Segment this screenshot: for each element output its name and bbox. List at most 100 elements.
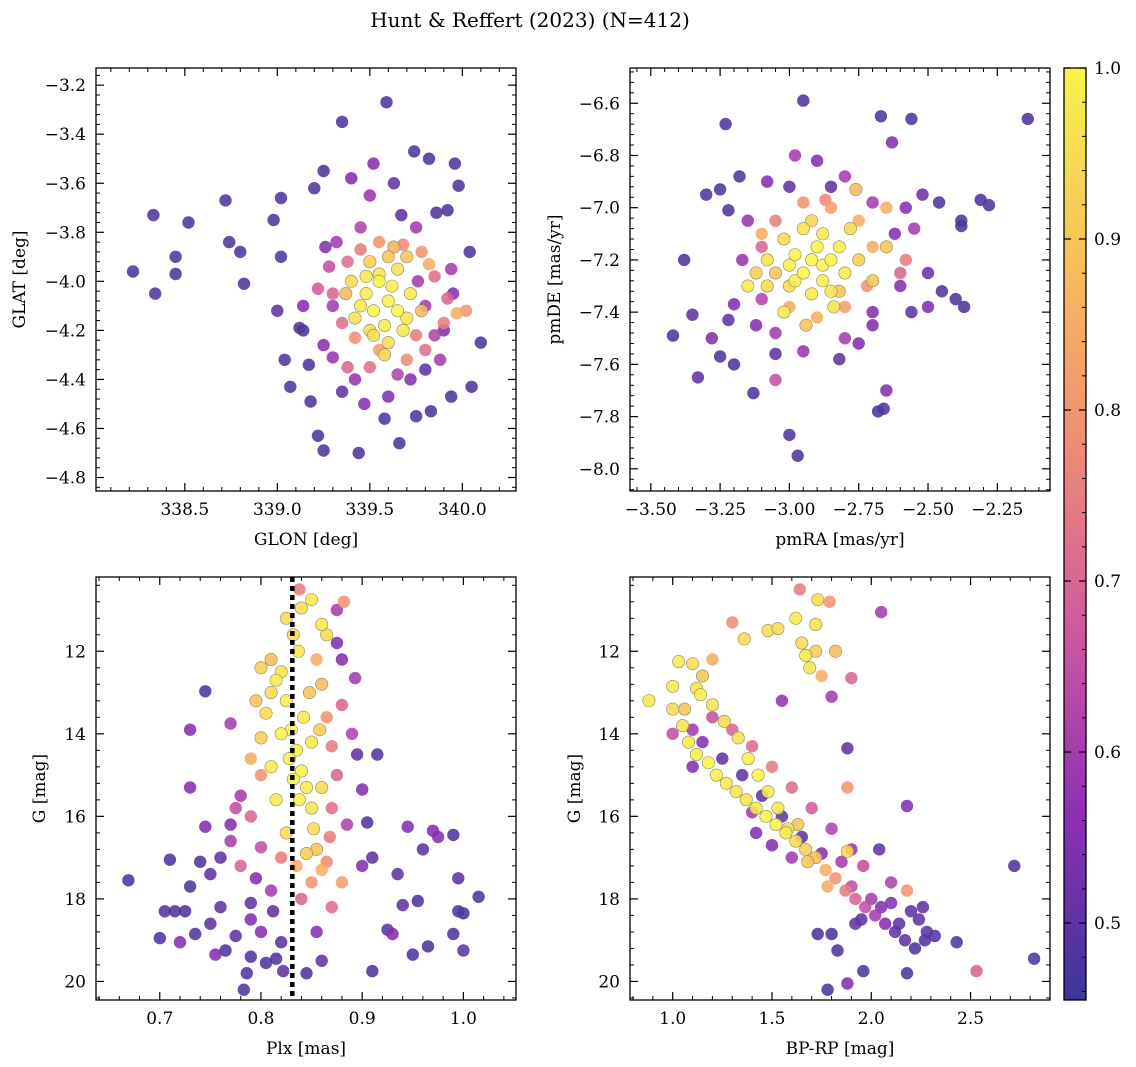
data-point xyxy=(199,685,212,698)
x-tick-label: 339.0 xyxy=(253,500,302,520)
data-point xyxy=(892,917,906,930)
data-point xyxy=(168,905,182,918)
data-point xyxy=(676,719,690,733)
data-point xyxy=(869,909,882,922)
data-point xyxy=(244,913,257,926)
data-point xyxy=(315,617,329,631)
x-tick-label: −2.25 xyxy=(971,500,1023,520)
x-tick-label: 0.9 xyxy=(349,1009,376,1029)
data-point xyxy=(304,395,317,408)
data-point xyxy=(765,760,779,773)
data-point xyxy=(783,180,796,193)
data-point xyxy=(811,927,824,941)
data-point xyxy=(189,927,202,941)
data-point xyxy=(845,671,858,685)
data-point xyxy=(325,900,338,914)
data-point xyxy=(700,188,713,201)
data-point xyxy=(300,967,313,980)
data-point xyxy=(916,900,930,914)
data-point xyxy=(866,319,879,332)
data-point xyxy=(838,300,852,314)
x-tick-label: 2.0 xyxy=(858,1009,885,1029)
data-point xyxy=(223,235,236,249)
data-point xyxy=(147,208,160,222)
data-point xyxy=(359,269,373,283)
data-point xyxy=(419,343,432,357)
data-point xyxy=(783,428,796,442)
data-point xyxy=(416,843,430,856)
data-point xyxy=(840,844,854,858)
data-point xyxy=(717,714,731,728)
data-point xyxy=(274,727,288,741)
data-point xyxy=(393,437,406,450)
data-point xyxy=(274,250,288,263)
data-point xyxy=(810,311,824,324)
data-point xyxy=(805,253,819,267)
data-point xyxy=(244,896,257,910)
data-point xyxy=(325,740,338,753)
data-point xyxy=(366,304,380,318)
data-point xyxy=(367,157,380,170)
colorbar-tick-label: 0.8 xyxy=(1094,401,1121,421)
data-point xyxy=(686,723,699,736)
data-point xyxy=(788,248,802,262)
data-point xyxy=(363,189,376,202)
y-tick-label: 16 xyxy=(64,807,86,827)
x-axis-label: Plx [mas] xyxy=(266,1039,346,1059)
y-tick-label: −4.4 xyxy=(45,370,86,390)
data-point xyxy=(797,94,810,107)
data-point xyxy=(749,801,763,815)
data-point xyxy=(305,593,319,607)
data-point xyxy=(249,872,263,885)
data-point xyxy=(852,253,866,267)
data-point xyxy=(264,652,278,666)
data-point xyxy=(269,793,283,807)
data-point xyxy=(352,446,365,460)
data-point xyxy=(294,764,308,778)
data-point xyxy=(294,601,308,615)
data-point xyxy=(777,232,791,246)
data-point xyxy=(386,927,399,941)
data-point xyxy=(949,292,962,306)
data-point xyxy=(396,898,409,912)
data-point xyxy=(348,331,362,344)
data-point xyxy=(785,781,798,794)
colorbar-tick-label: 0.5 xyxy=(1094,914,1121,934)
data-point xyxy=(866,274,880,288)
data-point xyxy=(330,603,344,617)
data-point xyxy=(382,390,395,403)
data-point xyxy=(849,182,863,196)
data-point xyxy=(920,925,934,939)
y-tick-label: −4.2 xyxy=(45,321,86,341)
data-point xyxy=(457,907,470,920)
data-point xyxy=(716,752,729,765)
data-point xyxy=(727,298,741,311)
data-point xyxy=(788,149,802,162)
data-point xyxy=(695,669,709,683)
data-point xyxy=(441,204,454,217)
data-point xyxy=(957,300,971,314)
data-point xyxy=(1008,859,1021,873)
data-point xyxy=(254,768,268,782)
colorbar-tick-label: 0.9 xyxy=(1094,230,1121,250)
y-tick-label: −6.8 xyxy=(579,146,620,166)
data-point xyxy=(747,386,760,400)
data-point xyxy=(447,927,460,941)
data-point xyxy=(404,373,417,386)
x-tick-label: 1.0 xyxy=(450,1009,477,1029)
data-point xyxy=(465,380,478,393)
x-tick-label: 0.7 xyxy=(146,1009,173,1029)
data-point xyxy=(153,931,166,945)
data-point xyxy=(335,316,349,330)
y-tick-label: −3.8 xyxy=(45,223,86,243)
data-point xyxy=(237,277,251,290)
data-point xyxy=(297,299,310,313)
data-point xyxy=(169,267,182,281)
data-point xyxy=(348,671,362,685)
data-point xyxy=(408,145,421,158)
data-point xyxy=(701,756,715,770)
data-point xyxy=(219,944,232,957)
data-point xyxy=(224,717,237,730)
data-point xyxy=(326,299,339,313)
data-point xyxy=(428,329,441,342)
